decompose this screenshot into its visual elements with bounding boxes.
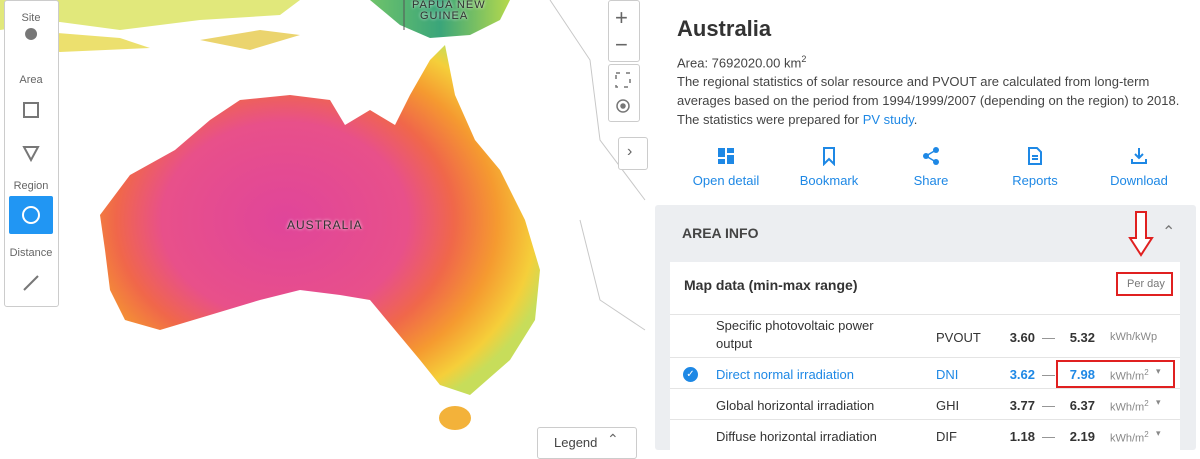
- row-min: 3.62: [1009, 367, 1035, 382]
- panel-title: Australia: [677, 16, 772, 41]
- row-max: 7.98: [1069, 367, 1095, 382]
- highlight-box: [1056, 360, 1175, 388]
- area: Area: 7692020.00 km2: [677, 54, 806, 70]
- punctuation: .: [913, 112, 918, 127]
- row-code: GHI: [936, 398, 960, 413]
- view-icons: [615, 72, 631, 113]
- action-icon[interactable]: [1129, 146, 1149, 166]
- toolbar-label: Region: [13, 180, 49, 192]
- range-dash: —: [1042, 367, 1055, 382]
- period[interactable]: Per day: [1127, 278, 1165, 290]
- toolbar-label: Site: [21, 12, 41, 24]
- area-sup: 2: [801, 54, 807, 64]
- row-name[interactable]: Direct normal irradiation: [716, 367, 854, 382]
- map: [0, 0, 646, 430]
- row-name[interactable]: output: [716, 336, 753, 351]
- map-label: AUSTRALIA: [287, 218, 363, 232]
- action-label[interactable]: Bookmark: [799, 173, 859, 188]
- row-max: 2.19: [1069, 429, 1095, 444]
- map-label: PAPUA NEW: [412, 0, 486, 11]
- toolbar-label: Area: [19, 74, 43, 86]
- action-icon[interactable]: [716, 146, 736, 166]
- unit: kWh/m: [1110, 370, 1145, 383]
- action-label[interactable]: Open detail: [692, 173, 760, 188]
- legend-label: Legend: [554, 435, 598, 450]
- action-icon[interactable]: [819, 146, 839, 166]
- section-title[interactable]: AREA INFO: [682, 225, 759, 241]
- collapse-panel[interactable]: [618, 137, 648, 170]
- row-code: DNI: [936, 367, 959, 382]
- row-code: DIF: [936, 429, 957, 444]
- zoom-in[interactable]: +: [615, 5, 628, 30]
- pv-study-link[interactable]: PV study: [862, 112, 914, 127]
- row-separator: [670, 388, 1180, 389]
- toolbar-icons: [22, 28, 40, 291]
- row-name[interactable]: Specific photovoltaic power: [716, 318, 874, 333]
- row-code: PVOUT: [936, 330, 981, 345]
- action-label[interactable]: Download: [1110, 173, 1168, 188]
- description-line: The statistics were prepared for PV stud…: [677, 112, 918, 127]
- unit-dropdown[interactable]: ▾: [1156, 397, 1161, 407]
- collapse-section[interactable]: ⌃: [1162, 224, 1176, 241]
- row-unit: kWh/m2: [1110, 368, 1149, 383]
- zoom-out[interactable]: −: [615, 32, 628, 57]
- red-arrow: [1128, 211, 1154, 257]
- area-label: Area: 7692020.00 km: [677, 55, 802, 71]
- selected-check: ✓: [683, 367, 698, 382]
- action-icon[interactable]: [921, 146, 941, 166]
- unit-dropdown[interactable]: ▾: [1156, 428, 1161, 438]
- description-line: averages based on the period from 1994/1…: [677, 93, 1180, 108]
- unit: kWh/m: [1110, 432, 1145, 445]
- row-unit: kWh/m2: [1110, 430, 1149, 445]
- description-line: The regional statistics of solar resourc…: [677, 74, 1150, 89]
- row-min: 1.18: [1009, 429, 1035, 444]
- row-max: 6.37: [1069, 398, 1095, 413]
- unit-sup: 2: [1144, 430, 1149, 439]
- row-unit: kWh/m2: [1110, 399, 1149, 414]
- row-max: 5.32: [1069, 330, 1095, 345]
- unit-sup: 2: [1144, 399, 1149, 408]
- unit-sup: 2: [1144, 368, 1149, 377]
- toolbar-label: Distance: [9, 247, 53, 259]
- action-label[interactable]: Share: [913, 173, 949, 188]
- map-data-card: [670, 262, 1180, 450]
- row-separator: [670, 357, 1180, 358]
- row-separator: [670, 314, 1180, 315]
- row-min: 3.60: [1009, 330, 1035, 345]
- unit: kWh/kWp: [1110, 331, 1158, 343]
- region-button-selected[interactable]: [9, 196, 53, 234]
- chevron-up: ⌃: [607, 431, 619, 447]
- zoom-controls[interactable]: [608, 0, 640, 62]
- action-label[interactable]: Reports: [1012, 173, 1058, 188]
- unit: kWh/m: [1110, 401, 1145, 414]
- highlight-box: [1116, 272, 1173, 296]
- map-label: GUINEA: [420, 10, 469, 22]
- toolbar: [4, 0, 59, 307]
- range-dash: —: [1042, 429, 1055, 444]
- map-data-title: Map data (min-max range): [684, 277, 858, 293]
- chevron: ›: [627, 143, 633, 160]
- row-min: 3.77: [1009, 398, 1035, 413]
- view-controls[interactable]: [608, 64, 640, 122]
- row-name[interactable]: Global horizontal irradiation: [716, 398, 875, 413]
- row-unit: kWh/kWp: [1110, 331, 1157, 343]
- row-name[interactable]: Diffuse horizontal irradiation: [716, 429, 877, 444]
- range-dash: —: [1042, 398, 1055, 413]
- row-separator: [670, 419, 1180, 420]
- range-dash: —: [1042, 330, 1055, 345]
- unit-dropdown[interactable]: ▾: [1156, 366, 1161, 376]
- action-icon[interactable]: [1025, 146, 1045, 166]
